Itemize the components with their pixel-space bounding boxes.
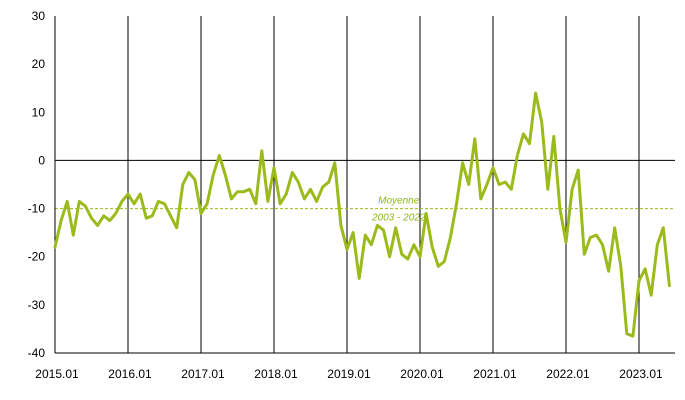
average-label-line2: 2003 - 2022 xyxy=(371,213,426,224)
y-tick-label: 20 xyxy=(32,57,46,71)
x-tick-label: 2017.01 xyxy=(181,367,225,381)
y-tick-label: 30 xyxy=(32,9,46,23)
x-axis-tick-labels: 2015.01 2016.01 2017.01 2018.01 2019.01 2020.… xyxy=(35,367,663,381)
x-tick-label: 2019.01 xyxy=(327,367,371,381)
y-tick-label: -30 xyxy=(28,298,46,312)
x-tick-label: 2020.01 xyxy=(400,367,444,381)
x-tick-label: 2018.01 xyxy=(254,367,298,381)
vertical-gridlines xyxy=(127,16,640,353)
y-tick-label: -10 xyxy=(28,202,46,216)
x-tick-label: 2022.01 xyxy=(546,367,590,381)
y-tick-label: 10 xyxy=(32,105,46,119)
series-line xyxy=(53,91,671,338)
y-tick-label: -20 xyxy=(28,250,46,264)
x-tick-label: 2021.01 xyxy=(473,367,517,381)
average-label-line1: Moyenne xyxy=(378,196,420,207)
x-tick-label: 2023.01 xyxy=(619,367,663,381)
y-tick-label: -40 xyxy=(28,346,46,360)
y-axis-tick-labels: 30 20 10 0 -10 -20 -30 -40 xyxy=(28,9,46,360)
y-tick-label: 0 xyxy=(38,153,45,167)
x-tick-label: 2016.01 xyxy=(108,367,152,381)
x-tick-label: 2015.01 xyxy=(35,367,79,381)
